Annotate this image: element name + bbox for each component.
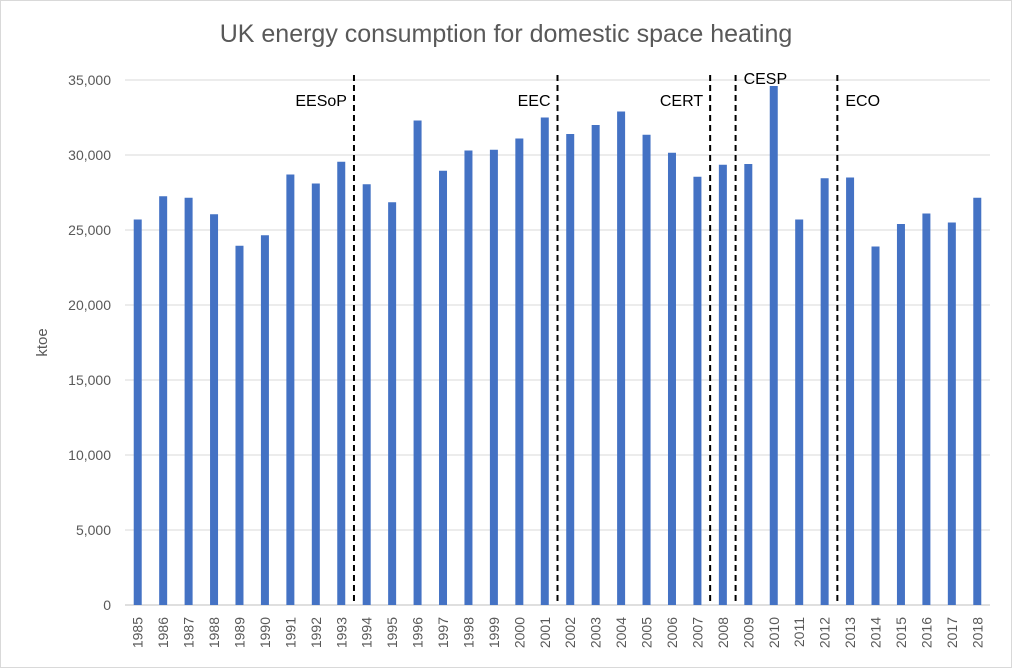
x-tick-label: 1990 xyxy=(257,617,273,648)
bar-1989 xyxy=(235,245,244,605)
bar-1991 xyxy=(286,174,295,605)
x-tick-label: 2012 xyxy=(817,617,833,648)
annotation-eco: ECO xyxy=(845,93,880,110)
bar-2006 xyxy=(667,152,676,605)
bar-2008 xyxy=(718,164,727,605)
x-tick-label: 1993 xyxy=(333,617,349,648)
x-tick-label: 1995 xyxy=(384,617,400,648)
bar-2003 xyxy=(591,125,600,605)
x-tick-label: 2013 xyxy=(842,617,858,648)
y-tick-label: 0 xyxy=(103,597,111,613)
y-tick-label: 30,000 xyxy=(68,147,111,163)
x-tick-label: 1999 xyxy=(486,617,502,648)
bar-2001 xyxy=(540,117,549,605)
bar-2018 xyxy=(973,197,982,605)
y-tick-label: 5,000 xyxy=(76,522,111,538)
x-tick-label: 2002 xyxy=(562,617,578,648)
x-tick-label: 1991 xyxy=(282,617,298,648)
annotation-cert: CERT xyxy=(660,93,703,110)
bar-1999 xyxy=(489,149,498,605)
annotation-eesop: EESoP xyxy=(295,93,347,110)
x-tick-label: 1997 xyxy=(435,617,451,648)
bar-1994 xyxy=(362,184,371,605)
x-tick-label: 2005 xyxy=(639,617,655,648)
bar-1986 xyxy=(159,196,168,605)
labels: 0 5,000 10,000 15,000 20,000 25,000 30,000 35,0… xyxy=(34,71,985,648)
bar-2012 xyxy=(820,178,829,605)
bar-2013 xyxy=(846,177,855,605)
x-tick-label: 1985 xyxy=(130,617,146,648)
bar-2011 xyxy=(795,219,804,605)
x-tick-label: 2007 xyxy=(689,617,705,648)
bar-2004 xyxy=(617,111,626,605)
bar-1995 xyxy=(388,202,397,605)
x-tick-label: 2003 xyxy=(588,617,604,648)
bar-2000 xyxy=(515,138,524,605)
x-tick-label: 2011 xyxy=(791,617,807,647)
y-tick-label: 25,000 xyxy=(68,222,111,238)
x-tick-label: 2000 xyxy=(511,617,527,648)
bar-2007 xyxy=(693,176,702,605)
bar-1987 xyxy=(184,197,193,605)
x-tick-label: 2006 xyxy=(664,617,680,648)
x-tick-label: 2001 xyxy=(537,617,553,648)
bar-2017 xyxy=(947,222,956,605)
bar-2005 xyxy=(642,134,651,605)
y-tick-label: 10,000 xyxy=(68,447,111,463)
x-tick-label: 1986 xyxy=(155,617,171,648)
bar-1993 xyxy=(337,161,346,605)
annotation-eec: EEC xyxy=(518,93,551,110)
bar-1992 xyxy=(311,183,320,605)
bar-2015 xyxy=(896,224,905,605)
y-tick-label: 35,000 xyxy=(68,72,111,88)
x-tick-label: 2015 xyxy=(893,617,909,648)
bar-2014 xyxy=(871,246,880,605)
program-dividers xyxy=(352,75,839,605)
x-tick-label: 2017 xyxy=(944,617,960,648)
x-tick-label: 2014 xyxy=(868,617,884,648)
bar-1985 xyxy=(133,219,142,605)
x-tick-label: 2008 xyxy=(715,617,731,648)
y-axis-title: ktoe xyxy=(34,328,51,356)
bar-1996 xyxy=(413,120,422,605)
bars xyxy=(133,86,982,605)
bar-2010 xyxy=(769,86,778,605)
y-tick-label: 20,000 xyxy=(68,297,111,313)
bar-2002 xyxy=(566,134,575,605)
x-tick-label: 1987 xyxy=(181,617,197,648)
bar-2009 xyxy=(744,164,753,605)
x-tick-label: 1996 xyxy=(410,617,426,648)
bar-1988 xyxy=(210,214,219,605)
x-tick-label: 1992 xyxy=(308,617,324,648)
x-tick-label: 1994 xyxy=(359,617,375,648)
x-tick-label: 2010 xyxy=(766,617,782,648)
x-tick-label: 2004 xyxy=(613,617,629,648)
x-tick-label: 2018 xyxy=(969,617,985,648)
bar-1990 xyxy=(260,235,269,605)
bar-1998 xyxy=(464,150,473,605)
x-tick-label: 1998 xyxy=(460,617,476,648)
y-tick-label: 15,000 xyxy=(68,372,111,388)
chart-title: UK energy consumption for domestic space… xyxy=(219,20,793,48)
bar-1997 xyxy=(439,170,448,605)
x-tick-label: 1988 xyxy=(206,617,222,648)
bar-2016 xyxy=(922,213,931,605)
x-tick-label: 2016 xyxy=(918,617,934,648)
x-tick-label: 2009 xyxy=(740,617,756,648)
x-tick-label: 1989 xyxy=(231,617,247,648)
annotation-cesp: CESP xyxy=(744,71,788,88)
